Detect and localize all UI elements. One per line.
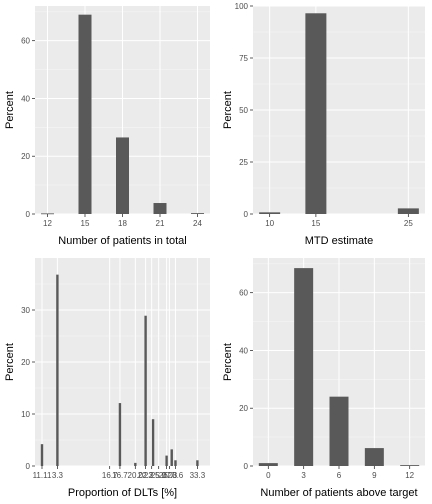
y-tick-label: 20 — [239, 404, 248, 413]
bar — [364, 448, 384, 466]
bars — [258, 268, 420, 466]
bar — [165, 455, 168, 466]
bar — [397, 208, 419, 214]
bar — [153, 203, 167, 214]
bar — [305, 13, 327, 215]
x-tick-label: 0 — [266, 471, 271, 480]
x-tick-label: 16.7 — [102, 471, 118, 480]
x-tick-label: 3.3 — [52, 471, 64, 480]
x-tick-label: 15 — [311, 219, 320, 228]
x-tick-label: 23.5 — [144, 471, 160, 480]
y-tick-label: 75 — [239, 54, 248, 63]
y-tick-label: 10 — [21, 410, 30, 419]
y-tick-label: 25 — [239, 158, 248, 167]
y-tick-label: 0 — [26, 462, 31, 471]
gridlines — [253, 5, 425, 215]
x-tick-label: 21 — [156, 219, 165, 228]
panel-proportion-dlts: 11.11 3.3 16.716.7 20.022.223.525.026.727.3… — [4, 258, 210, 499]
bars — [259, 13, 419, 215]
y-tick-label: 30 — [21, 306, 30, 315]
bar — [78, 14, 92, 214]
bar — [116, 137, 129, 214]
y-tick-labels: 0 20 40 60 — [21, 37, 35, 219]
x-tick-labels: 11.11 3.3 16.716.7 20.022.223.525.026.727.3… — [33, 466, 206, 480]
x-tick-label: 10 — [265, 219, 274, 228]
x-axis-title: Proportion of DLTs [%] — [68, 487, 177, 499]
x-tick-label: 28.6 — [168, 471, 184, 480]
bar — [259, 212, 281, 214]
y-axis-title: Percent — [4, 91, 16, 129]
bar — [41, 213, 54, 215]
bar — [151, 419, 155, 466]
bar — [118, 403, 122, 466]
panel-mtd-estimate: 10 15 25 0 25 50 75 100 MTD estimate Percent — [222, 2, 425, 247]
y-tick-labels: 0 10 20 30 — [21, 306, 35, 471]
x-tick-label: 24 — [193, 219, 202, 228]
bar — [196, 460, 199, 466]
x-tick-label: 12 — [405, 471, 414, 480]
y-tick-label: 20 — [21, 358, 30, 367]
x-tick-label: 6 — [337, 471, 342, 480]
y-tick-labels: 0 25 50 75 100 — [235, 2, 253, 219]
y-tick-label: 40 — [239, 346, 248, 355]
y-tick-label: 100 — [235, 2, 249, 11]
y-axis-title: Percent — [222, 91, 234, 129]
y-axis-title: Percent — [222, 343, 234, 381]
x-tick-label: 20.0 — [128, 471, 144, 480]
x-tick-label: 25.0 — [151, 471, 167, 480]
bar — [258, 463, 278, 466]
bar — [294, 268, 314, 466]
y-axis-title: Percent — [4, 343, 16, 381]
x-tick-label: 27.3 — [162, 471, 178, 480]
bar — [144, 315, 147, 466]
bar — [174, 460, 177, 466]
x-axis-title: Number of patients above target — [260, 487, 417, 499]
bar — [170, 449, 173, 466]
panel-patients-above-target: 0 3 6 9 12 0 20 40 60 Number of patients above … — [222, 258, 425, 499]
x-axis-title: Number of patients in total — [58, 235, 186, 247]
x-tick-labels: 12 15 18 21 24 — [43, 214, 202, 228]
x-tick-label: 12 — [43, 219, 52, 228]
y-tick-label: 60 — [239, 289, 248, 298]
y-tick-label: 60 — [21, 37, 30, 46]
x-tick-label: 16.7 — [112, 471, 128, 480]
x-tick-label: 15 — [81, 219, 90, 228]
y-tick-label: 40 — [21, 94, 30, 103]
x-tick-label: 3 — [301, 471, 306, 480]
bars — [40, 274, 199, 466]
x-tick-labels: 10 15 25 — [265, 214, 413, 228]
bar — [134, 462, 137, 466]
panel-patients-total: 12 15 18 21 24 0 20 40 60 Number of patients in… — [4, 6, 210, 247]
x-tick-label: 9 — [372, 471, 377, 480]
bar — [56, 274, 59, 466]
y-tick-label: 0 — [244, 210, 249, 219]
bar — [191, 213, 204, 214]
x-tick-label: 26.7 — [159, 471, 175, 480]
x-tick-label: 33.3 — [190, 471, 206, 480]
bar — [40, 444, 44, 466]
x-tick-label: 22.2 — [138, 471, 154, 480]
y-tick-labels: 0 20 40 60 — [239, 289, 253, 471]
y-tick-label: 0 — [244, 462, 249, 471]
y-tick-label: 20 — [21, 152, 30, 161]
x-tick-labels: 0 3 6 9 12 — [266, 466, 415, 480]
x-tick-label: 25 — [404, 219, 413, 228]
bars — [41, 14, 204, 215]
x-tick-label: 11.11 — [33, 471, 52, 480]
x-axis-title: MTD estimate — [305, 235, 373, 247]
bar — [400, 465, 420, 466]
x-tick-label: 18 — [118, 219, 127, 228]
y-tick-label: 0 — [26, 210, 31, 219]
bar — [329, 396, 349, 466]
y-tick-label: 50 — [239, 106, 248, 115]
